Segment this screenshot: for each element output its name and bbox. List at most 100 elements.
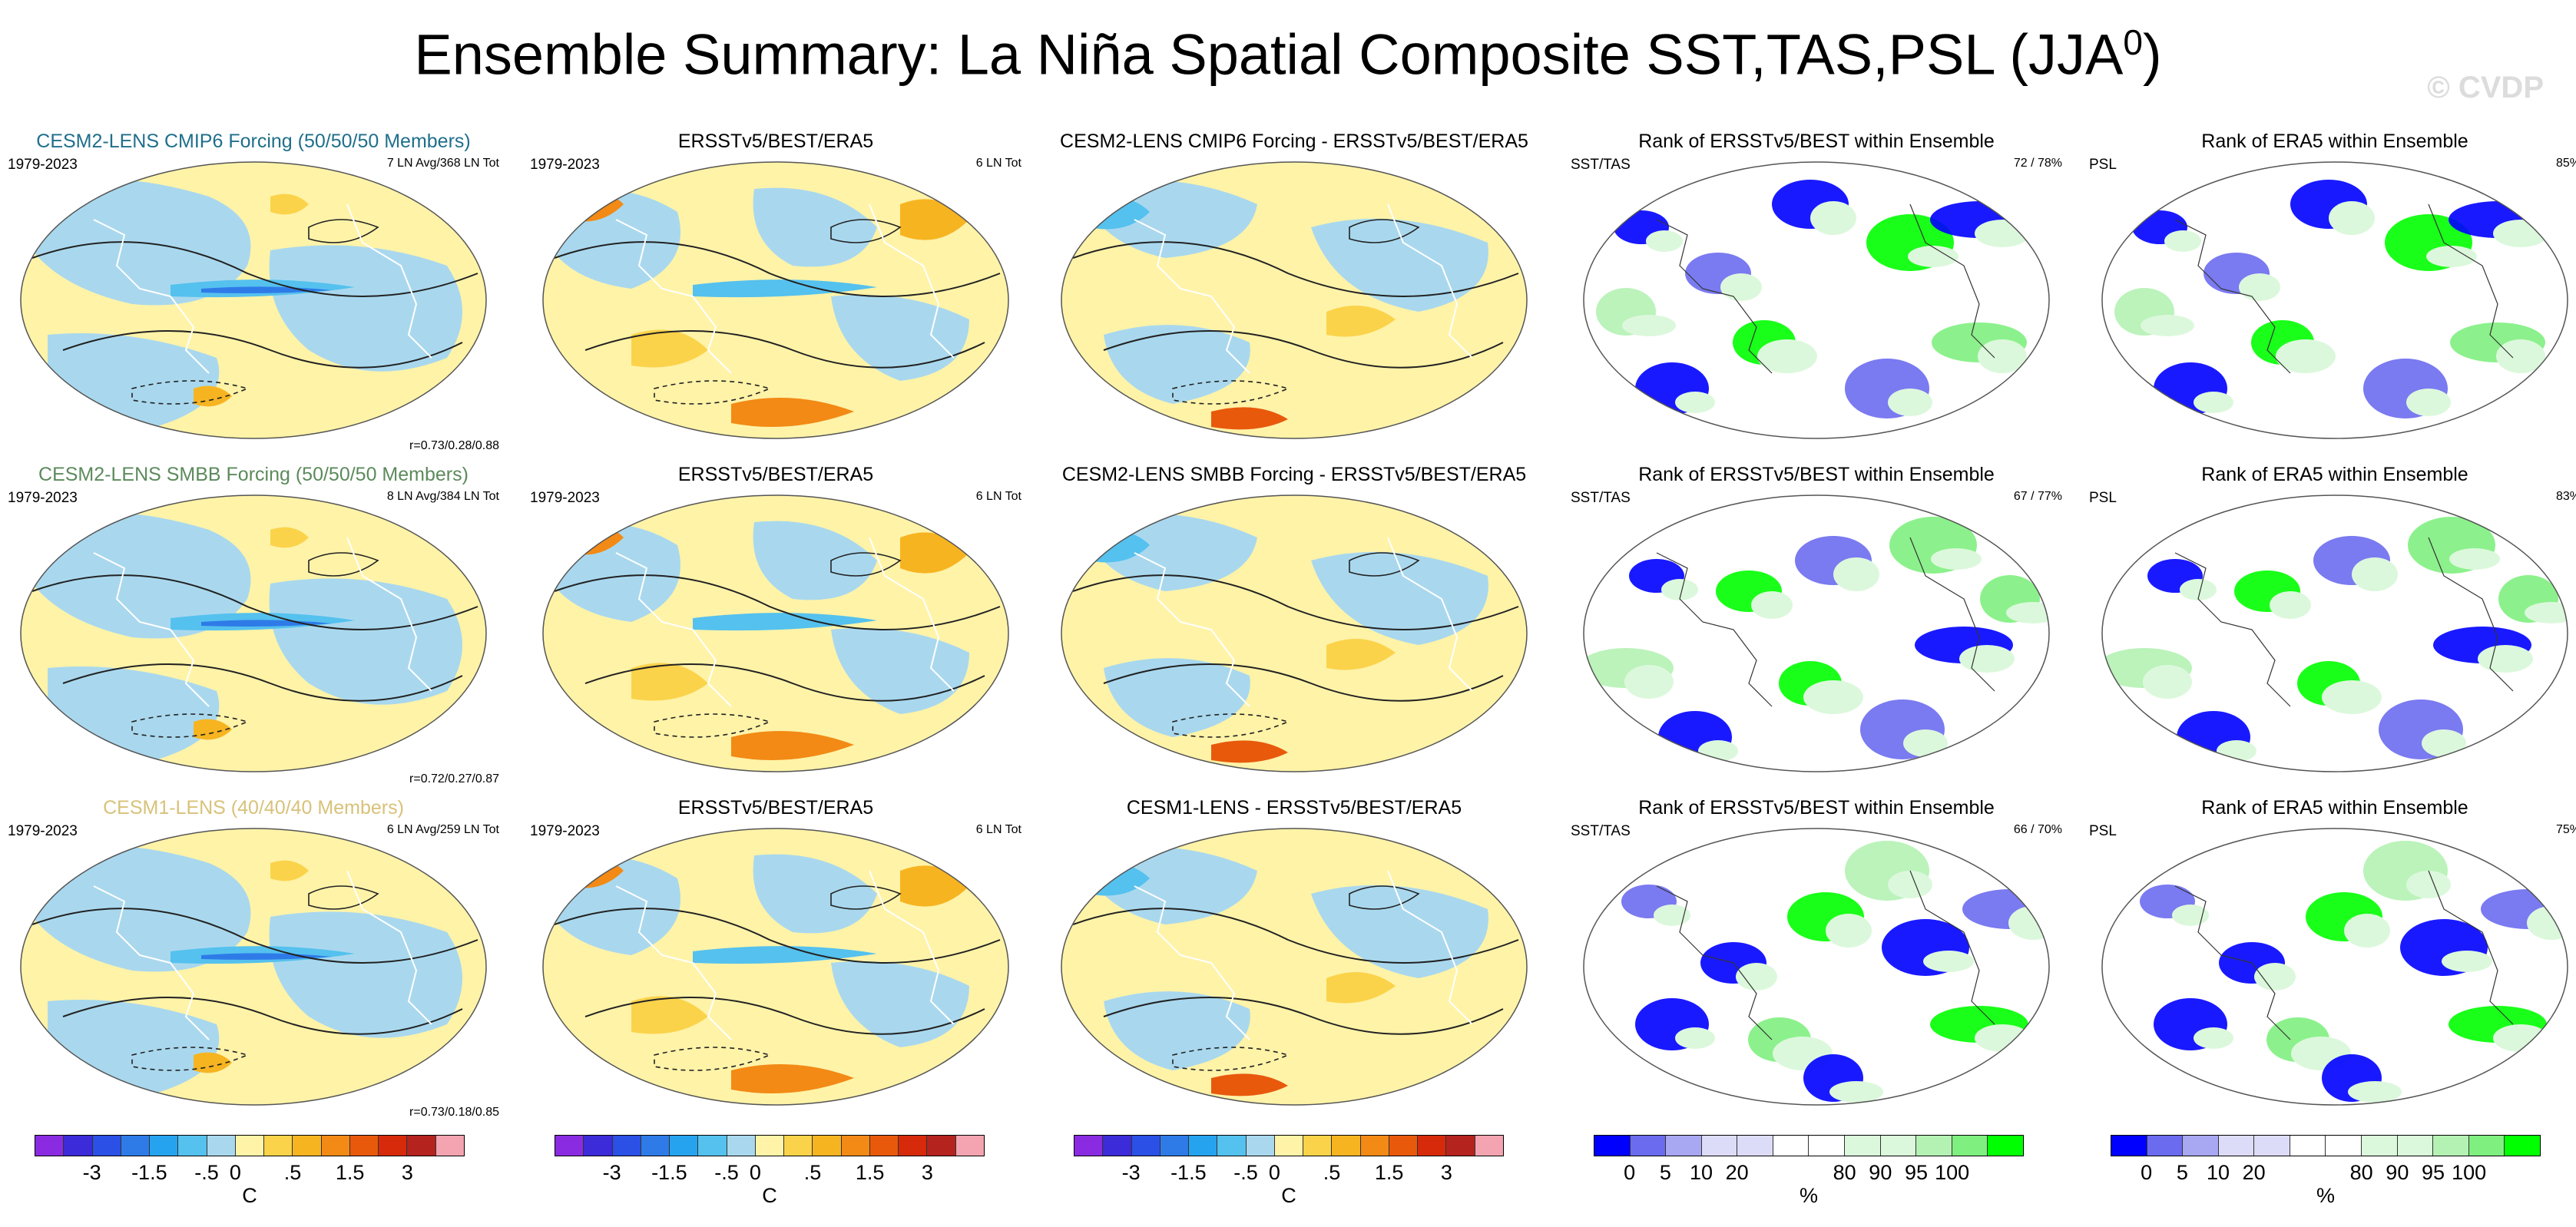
colorbar-tick-label: 3 bbox=[921, 1161, 933, 1184]
colorbar-swatch bbox=[1217, 1136, 1247, 1156]
colorbar-swatch bbox=[1773, 1136, 1809, 1156]
colorbar-swatch bbox=[869, 1136, 899, 1156]
rank-map bbox=[1580, 491, 2053, 776]
colorbar-swatch bbox=[1446, 1136, 1475, 1156]
map-panel-r3-c1: CESM1-LENS (40/40/40 Members) 1979-2023 6 … bbox=[8, 797, 499, 1120]
panel-count: 7 LN Avg/368 LN Tot bbox=[386, 157, 499, 170]
colorbar-swatch bbox=[1389, 1136, 1419, 1156]
map-panel-r1-c5: Rank of ERA5 within Ensemble PSL 85% bbox=[2089, 131, 2576, 453]
colorbar-swatch bbox=[321, 1136, 350, 1156]
panel-title: ERSSTv5/BEST/ERA5 bbox=[677, 464, 874, 485]
colorbar-swatch bbox=[121, 1136, 151, 1156]
map-panel-r2-c4: Rank of ERSSTv5/BEST within Ensemble SST/… bbox=[1571, 464, 2062, 786]
colorbar-tick-label: -3 bbox=[82, 1161, 101, 1184]
map-panel-r2-c2: ERSSTv5/BEST/ERA5 1979-2023 6 LN Tot bbox=[530, 464, 1021, 786]
colorbar-swatch bbox=[2218, 1136, 2255, 1156]
panel-variable: PSL bbox=[2089, 823, 2117, 839]
colorbar-tick-label: -1.5 bbox=[651, 1161, 687, 1184]
panel-count: 6 LN Avg/259 LN Tot bbox=[386, 823, 499, 836]
colorbar-swatch bbox=[2433, 1136, 2469, 1156]
colorbar-swatch bbox=[727, 1136, 756, 1156]
colorbar-swatch bbox=[584, 1136, 613, 1156]
rank-map bbox=[1580, 825, 2053, 1109]
colorbar-tick-label: 5 bbox=[2176, 1161, 2188, 1184]
panel-rank-percent: 67 / 77% bbox=[2013, 490, 2062, 503]
colorbar-swatch bbox=[2254, 1136, 2290, 1156]
panel-variable: SST/TAS bbox=[1571, 823, 1631, 839]
colorbar-swatch bbox=[612, 1136, 641, 1156]
colorbar-swatch bbox=[1952, 1136, 1988, 1156]
colorbar-swatch bbox=[1594, 1136, 1631, 1156]
colorbar-swatch bbox=[178, 1136, 207, 1156]
map-panel-r1-c3: CESM2-LENS CMIP6 Forcing - ERSSTv5/BEST/… bbox=[1048, 131, 1540, 453]
colorbar-swatch bbox=[435, 1136, 464, 1156]
map-panel-r1-c1: CESM2-LENS CMIP6 Forcing (50/50/50 Membe… bbox=[8, 131, 499, 453]
panel-rank-percent: 75% bbox=[2555, 823, 2576, 836]
colorbar-swatch bbox=[841, 1136, 870, 1156]
colorbar-tick-label: 0 bbox=[749, 1161, 761, 1184]
colorbar-tick-label: 0 bbox=[229, 1161, 241, 1184]
panel-period: 1979-2023 bbox=[530, 490, 600, 506]
map-panel-r2-c3: CESM2-LENS SMBB Forcing - ERSSTv5/BEST/E… bbox=[1048, 464, 1540, 786]
colorbar-swatch bbox=[2183, 1136, 2219, 1156]
panel-variable: SST/TAS bbox=[1571, 490, 1631, 506]
colorbar-unit: C bbox=[1281, 1184, 1296, 1207]
colorbar-swatch bbox=[293, 1136, 322, 1156]
rank-map bbox=[2098, 825, 2571, 1109]
colorbar-swatch bbox=[927, 1136, 956, 1156]
colorbar-swatch bbox=[1160, 1136, 1190, 1156]
colorbar-swatch bbox=[379, 1136, 408, 1156]
panel-title: CESM2-LENS CMIP6 Forcing (50/50/50 Membe… bbox=[36, 131, 471, 152]
colorbar-tick-label: 1.5 bbox=[1374, 1161, 1404, 1184]
colorbar-swatch bbox=[349, 1136, 379, 1156]
colorbar-tick-label: 80 bbox=[1833, 1161, 1856, 1184]
panel-title: Rank of ERSSTv5/BEST within Ensemble bbox=[1638, 464, 1995, 485]
colorbar-tick-label: -1.5 bbox=[131, 1161, 167, 1184]
map-panel-r2-c1: CESM2-LENS SMBB Forcing (50/50/50 Member… bbox=[8, 464, 499, 786]
colorbar-tick-label: .5 bbox=[283, 1161, 302, 1184]
colorbar-swatch bbox=[2362, 1136, 2398, 1156]
colorbar-swatch bbox=[555, 1136, 584, 1156]
colorbar-tick-label: 10 bbox=[2206, 1161, 2230, 1184]
colorbar-swatch bbox=[1274, 1136, 1304, 1156]
colorbar-tick-label: 20 bbox=[2242, 1161, 2266, 1184]
panel-title: Rank of ERA5 within Ensemble bbox=[2201, 131, 2468, 152]
colorbar-unit: % bbox=[2316, 1184, 2335, 1207]
colorbar-tick-label: 20 bbox=[1725, 1161, 1749, 1184]
panel-title: ERSSTv5/BEST/ERA5 bbox=[677, 131, 874, 152]
colorbar-swatch bbox=[1418, 1136, 1447, 1156]
colorbar-tick-label: -1.5 bbox=[1170, 1161, 1207, 1184]
rank-map bbox=[2098, 158, 2571, 442]
colorbar-unit: % bbox=[1799, 1184, 1818, 1207]
panel-correlation: r=0.73/0.28/0.88 bbox=[409, 439, 499, 452]
colorbar-tick-label: 0 bbox=[1624, 1161, 1636, 1184]
anomaly-map bbox=[1058, 825, 1531, 1109]
colorbar-swatch bbox=[1475, 1136, 1503, 1156]
colorbar-tick-label: -3 bbox=[602, 1161, 621, 1184]
colorbar-swatch bbox=[1845, 1136, 1881, 1156]
panel-correlation: r=0.72/0.27/0.87 bbox=[409, 772, 499, 785]
panel-rank-percent: 83% bbox=[2555, 490, 2576, 503]
panel-title: Rank of ERA5 within Ensemble bbox=[2201, 797, 2468, 819]
colorbar-swatch bbox=[784, 1136, 813, 1156]
panel-title: CESM1-LENS (40/40/40 Members) bbox=[103, 797, 404, 819]
colorbar-swatch bbox=[2397, 1136, 2434, 1156]
colorbar-tick-label: 1.5 bbox=[855, 1161, 885, 1184]
colorbar-swatch bbox=[1303, 1136, 1333, 1156]
map-panel-r3-c5: Rank of ERA5 within Ensemble PSL 75% bbox=[2089, 797, 2576, 1120]
map-panel-r3-c2: ERSSTv5/BEST/ERA5 1979-2023 6 LN Tot bbox=[530, 797, 1021, 1120]
colorbar-swatch bbox=[407, 1136, 436, 1156]
panel-variable: SST/TAS bbox=[1571, 157, 1631, 173]
colorbar-tick-label: -.5 bbox=[194, 1161, 219, 1184]
colorbar-tick-label: -.5 bbox=[1233, 1161, 1258, 1184]
colorbar-tick-label: 1.5 bbox=[335, 1161, 365, 1184]
panel-period: 1979-2023 bbox=[530, 823, 600, 839]
panel-variable: PSL bbox=[2089, 157, 2117, 173]
colorbar-swatch bbox=[2111, 1136, 2147, 1156]
map-panel-r2-c5: Rank of ERA5 within Ensemble PSL 83% bbox=[2089, 464, 2576, 786]
map-panel-r3-c4: Rank of ERSSTv5/BEST within Ensemble SST/… bbox=[1571, 797, 2062, 1120]
colorbar-tick-label: 95 bbox=[1904, 1161, 1929, 1184]
panel-count: 6 LN Tot bbox=[975, 823, 1021, 836]
colorbar-rank-5: 0 5 10 20 80 90 95 100% bbox=[2111, 1135, 2541, 1227]
panel-title: Rank of ERA5 within Ensemble bbox=[2201, 464, 2468, 485]
